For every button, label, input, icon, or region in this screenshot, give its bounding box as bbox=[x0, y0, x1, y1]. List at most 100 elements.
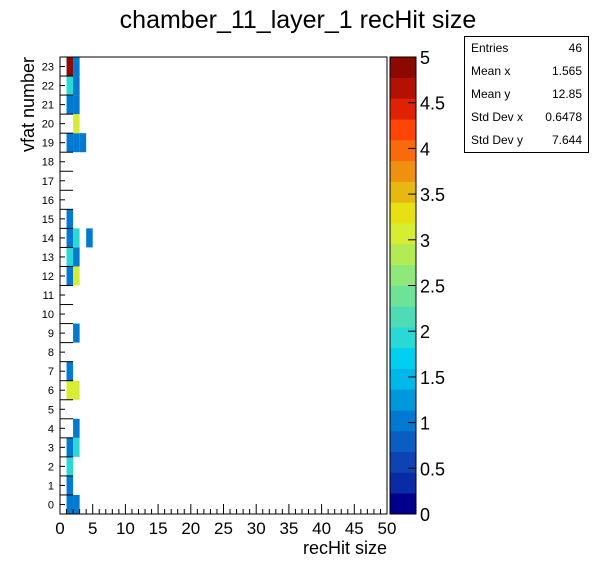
plot-frame bbox=[59, 56, 388, 515]
heatmap-cell bbox=[66, 437, 74, 457]
y-tick-label: 14 bbox=[42, 233, 54, 245]
heatmap-cell bbox=[66, 76, 74, 96]
color-scale-swatch bbox=[390, 160, 416, 182]
color-scale-swatch bbox=[390, 389, 416, 411]
heatmap-cell bbox=[73, 114, 80, 134]
stats-entries-value: 46 bbox=[568, 41, 582, 55]
stats-stdy-label: Std Dev y bbox=[471, 133, 524, 147]
color-scale-swatch bbox=[390, 368, 416, 390]
y-tick-label: 21 bbox=[42, 100, 54, 112]
x-tick-label: 30 bbox=[247, 519, 266, 538]
color-scale-swatch bbox=[390, 119, 416, 141]
y-tick-label: 1 bbox=[48, 480, 54, 492]
color-scale-label: 0 bbox=[420, 505, 430, 525]
heatmap-cell bbox=[66, 380, 74, 400]
heatmap-cell bbox=[73, 266, 80, 286]
color-scale-label: 4.5 bbox=[420, 94, 445, 114]
color-scale-label: 4 bbox=[420, 139, 430, 159]
x-tick-label: 50 bbox=[378, 519, 397, 538]
x-tick-label: 20 bbox=[181, 519, 200, 538]
color-scale-swatch bbox=[390, 202, 416, 224]
color-scale-label: 5 bbox=[420, 48, 430, 68]
stats-meanx-value: 1.565 bbox=[551, 64, 582, 78]
color-scale-label: 2.5 bbox=[420, 277, 445, 297]
y-tick-label: 0 bbox=[48, 499, 54, 511]
heatmap-cell bbox=[73, 57, 80, 77]
x-tick-label: 15 bbox=[149, 519, 168, 538]
color-scale-label: 2 bbox=[420, 322, 430, 342]
stats-stdy-value: 7.644 bbox=[551, 133, 582, 147]
stats-entries-row: Entries 46 bbox=[471, 41, 582, 63]
color-scale-label: 1 bbox=[420, 414, 430, 434]
y-tick-label: 2 bbox=[48, 461, 54, 473]
color-scale-label: 1.5 bbox=[420, 368, 445, 388]
y-tick-label: 23 bbox=[42, 62, 54, 74]
y-tick-label: 8 bbox=[48, 347, 54, 359]
heatmap-cell bbox=[73, 418, 80, 438]
x-tick-label: 40 bbox=[312, 519, 331, 538]
color-scale-swatch bbox=[390, 347, 416, 369]
color-scale-swatch bbox=[390, 140, 416, 162]
stats-meany-row: Mean y 12.85 bbox=[471, 87, 582, 109]
y-tick-label: 18 bbox=[42, 157, 54, 169]
y-tick-label: 12 bbox=[42, 271, 54, 283]
heatmap-cell bbox=[73, 437, 80, 457]
stats-meany-label: Mean y bbox=[471, 87, 511, 101]
y-tick-label: 4 bbox=[48, 423, 54, 435]
x-tick-label: 10 bbox=[116, 519, 135, 538]
y-tick-label: 22 bbox=[42, 81, 54, 93]
color-scale-label: 3.5 bbox=[420, 185, 445, 205]
y-tick-label: 9 bbox=[48, 328, 54, 340]
color-scale-swatch bbox=[390, 327, 416, 349]
heatmap-cell bbox=[66, 456, 74, 476]
heatmap-cell bbox=[66, 494, 74, 514]
x-tick-label: 35 bbox=[279, 519, 298, 538]
color-scale-swatch bbox=[390, 306, 416, 328]
y-tick-label: 13 bbox=[42, 252, 54, 264]
heatmap-cells bbox=[60, 57, 93, 515]
y-tick-label: 19 bbox=[42, 138, 54, 150]
color-scale-swatch bbox=[390, 98, 416, 120]
stats-stdy-row: Std Dev y 7.644 bbox=[471, 133, 582, 155]
heatmap-cell bbox=[73, 76, 80, 96]
y-tick-label: 16 bbox=[42, 195, 54, 207]
y-axis-label: vfat number bbox=[18, 57, 38, 152]
y-tick-label: 3 bbox=[48, 442, 54, 454]
y-tick-label: 17 bbox=[42, 176, 54, 188]
chart-title: chamber_11_layer_1 recHit size bbox=[119, 6, 477, 34]
heatmap-cell bbox=[66, 266, 74, 286]
heatmap-cell bbox=[66, 57, 74, 77]
stats-stdx-value: 0.6478 bbox=[545, 110, 582, 124]
color-scale-swatch bbox=[390, 57, 416, 79]
y-tick-label: 5 bbox=[48, 404, 54, 416]
heatmap-cell bbox=[73, 228, 80, 248]
y-tick-label: 10 bbox=[42, 309, 54, 321]
x-tick-label: 5 bbox=[88, 519, 97, 538]
stats-entries-label: Entries bbox=[471, 41, 509, 55]
color-scale-swatch bbox=[390, 493, 416, 515]
y-tick-label: 20 bbox=[42, 119, 54, 131]
y-tick-label: 6 bbox=[48, 385, 54, 397]
stats-box: Entries 46 Mean x 1.565 Mean y 12.85 Std… bbox=[464, 36, 589, 153]
heatmap-cell bbox=[66, 247, 74, 267]
heatmap-cell bbox=[66, 228, 74, 248]
color-scale-label: 0.5 bbox=[420, 459, 445, 479]
heatmap-cell bbox=[66, 361, 74, 381]
color-scale-swatch bbox=[390, 223, 416, 245]
heatmap-cell bbox=[73, 95, 80, 115]
y-tick-label: 11 bbox=[43, 290, 54, 302]
color-scale-swatch bbox=[390, 472, 416, 494]
x-tick-label: 25 bbox=[214, 519, 233, 538]
heatmap-cell bbox=[66, 209, 74, 229]
heatmap-cell bbox=[73, 494, 80, 514]
color-scale-swatch bbox=[390, 264, 416, 286]
color-scale-label: 3 bbox=[420, 231, 430, 251]
stats-meanx-row: Mean x 1.565 bbox=[471, 64, 582, 86]
heatmap-cell bbox=[79, 133, 87, 153]
color-scale-swatch bbox=[390, 410, 416, 432]
stats-meanx-label: Mean x bbox=[471, 64, 511, 78]
heatmap-cell bbox=[73, 380, 80, 400]
color-scale-swatch bbox=[390, 77, 416, 99]
